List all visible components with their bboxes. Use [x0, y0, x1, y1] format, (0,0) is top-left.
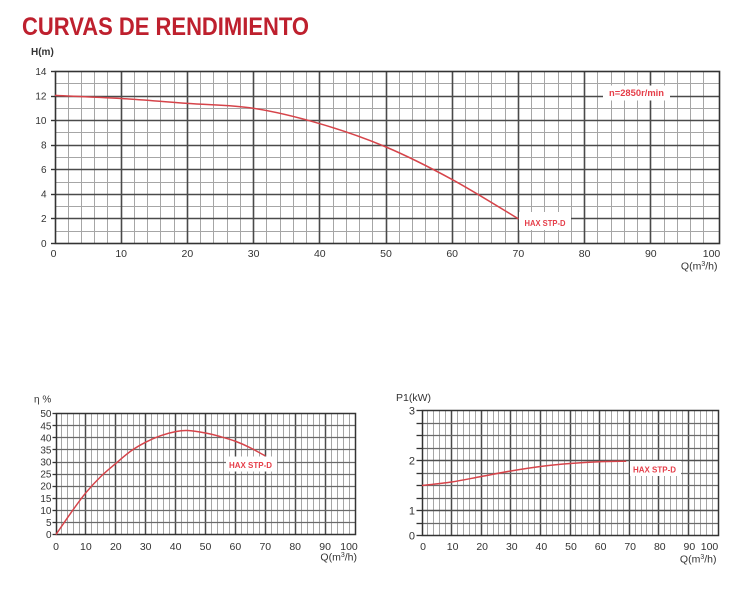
- svg-text:90: 90: [645, 248, 657, 260]
- svg-text:40: 40: [536, 541, 548, 553]
- svg-text:35: 35: [40, 445, 52, 456]
- svg-text:0: 0: [51, 248, 57, 260]
- svg-text:80: 80: [579, 248, 591, 260]
- svg-text:2: 2: [409, 456, 415, 468]
- svg-text:P1(kW): P1(kW): [396, 392, 431, 404]
- svg-text:HAX STP-D: HAX STP-D: [633, 465, 676, 475]
- svg-text:10: 10: [447, 541, 459, 553]
- svg-text:Q(m3/h): Q(m3/h): [681, 261, 718, 273]
- svg-text:80: 80: [289, 541, 301, 553]
- svg-text:3: 3: [409, 406, 415, 418]
- svg-text:30: 30: [40, 458, 52, 469]
- svg-text:12: 12: [35, 91, 47, 102]
- svg-text:8: 8: [41, 141, 47, 152]
- svg-text:10: 10: [115, 248, 127, 260]
- svg-text:40: 40: [314, 248, 326, 260]
- svg-text:90: 90: [684, 541, 696, 553]
- svg-text:60: 60: [230, 541, 242, 553]
- svg-text:2: 2: [41, 214, 47, 225]
- svg-text:60: 60: [446, 248, 458, 260]
- svg-text:HAX STP-D: HAX STP-D: [525, 218, 566, 228]
- svg-text:70: 70: [259, 541, 271, 553]
- svg-text:45: 45: [40, 421, 52, 432]
- svg-text:100: 100: [340, 541, 358, 553]
- svg-text:Q(m3/h): Q(m3/h): [680, 554, 717, 566]
- svg-text:5: 5: [46, 518, 52, 529]
- svg-text:100: 100: [701, 541, 719, 553]
- svg-text:η %: η %: [34, 395, 51, 406]
- svg-text:10: 10: [80, 541, 92, 553]
- svg-text:15: 15: [40, 494, 52, 505]
- svg-text:70: 70: [624, 541, 636, 553]
- svg-text:50: 50: [40, 409, 52, 420]
- svg-text:30: 30: [506, 541, 518, 553]
- svg-text:0: 0: [409, 531, 415, 543]
- svg-text:70: 70: [513, 248, 525, 260]
- svg-text:40: 40: [170, 541, 182, 553]
- svg-text:40: 40: [40, 433, 52, 444]
- svg-text:90: 90: [319, 541, 331, 553]
- svg-text:50: 50: [380, 248, 392, 260]
- svg-text:100: 100: [703, 248, 721, 260]
- svg-text:30: 30: [140, 541, 152, 553]
- svg-text:1: 1: [409, 506, 415, 518]
- svg-text:HAX STP-D: HAX STP-D: [229, 460, 272, 470]
- svg-text:0: 0: [46, 530, 52, 541]
- svg-text:20: 20: [182, 248, 194, 260]
- svg-text:H(m): H(m): [31, 47, 54, 58]
- svg-text:20: 20: [476, 541, 488, 553]
- svg-text:50: 50: [200, 541, 212, 553]
- svg-text:50: 50: [565, 541, 577, 553]
- svg-text:6: 6: [41, 165, 47, 176]
- svg-text:10: 10: [35, 116, 47, 127]
- svg-text:0: 0: [420, 541, 426, 553]
- svg-text:0: 0: [53, 541, 59, 553]
- svg-text:CURVAS DE RENDIMIENTO: CURVAS DE RENDIMIENTO: [22, 13, 309, 41]
- svg-text:n=2850r/min: n=2850r/min: [609, 88, 664, 98]
- svg-text:20: 20: [40, 482, 52, 493]
- svg-text:80: 80: [654, 541, 666, 553]
- svg-text:60: 60: [595, 541, 607, 553]
- svg-text:30: 30: [248, 248, 260, 260]
- svg-text:20: 20: [110, 541, 122, 553]
- svg-text:4: 4: [41, 190, 47, 201]
- svg-text:0: 0: [41, 239, 47, 250]
- svg-text:Q(m3/h): Q(m3/h): [320, 552, 357, 564]
- svg-text:25: 25: [40, 470, 52, 481]
- svg-text:14: 14: [35, 67, 47, 78]
- svg-text:10: 10: [40, 506, 52, 517]
